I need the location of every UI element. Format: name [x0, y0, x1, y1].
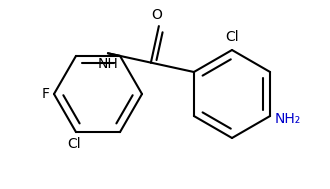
- Text: O: O: [151, 8, 162, 22]
- Text: NH₂: NH₂: [275, 112, 301, 126]
- Text: Cl: Cl: [225, 30, 239, 44]
- Text: F: F: [42, 87, 50, 101]
- Text: NH: NH: [98, 57, 118, 71]
- Text: Cl: Cl: [67, 137, 81, 151]
